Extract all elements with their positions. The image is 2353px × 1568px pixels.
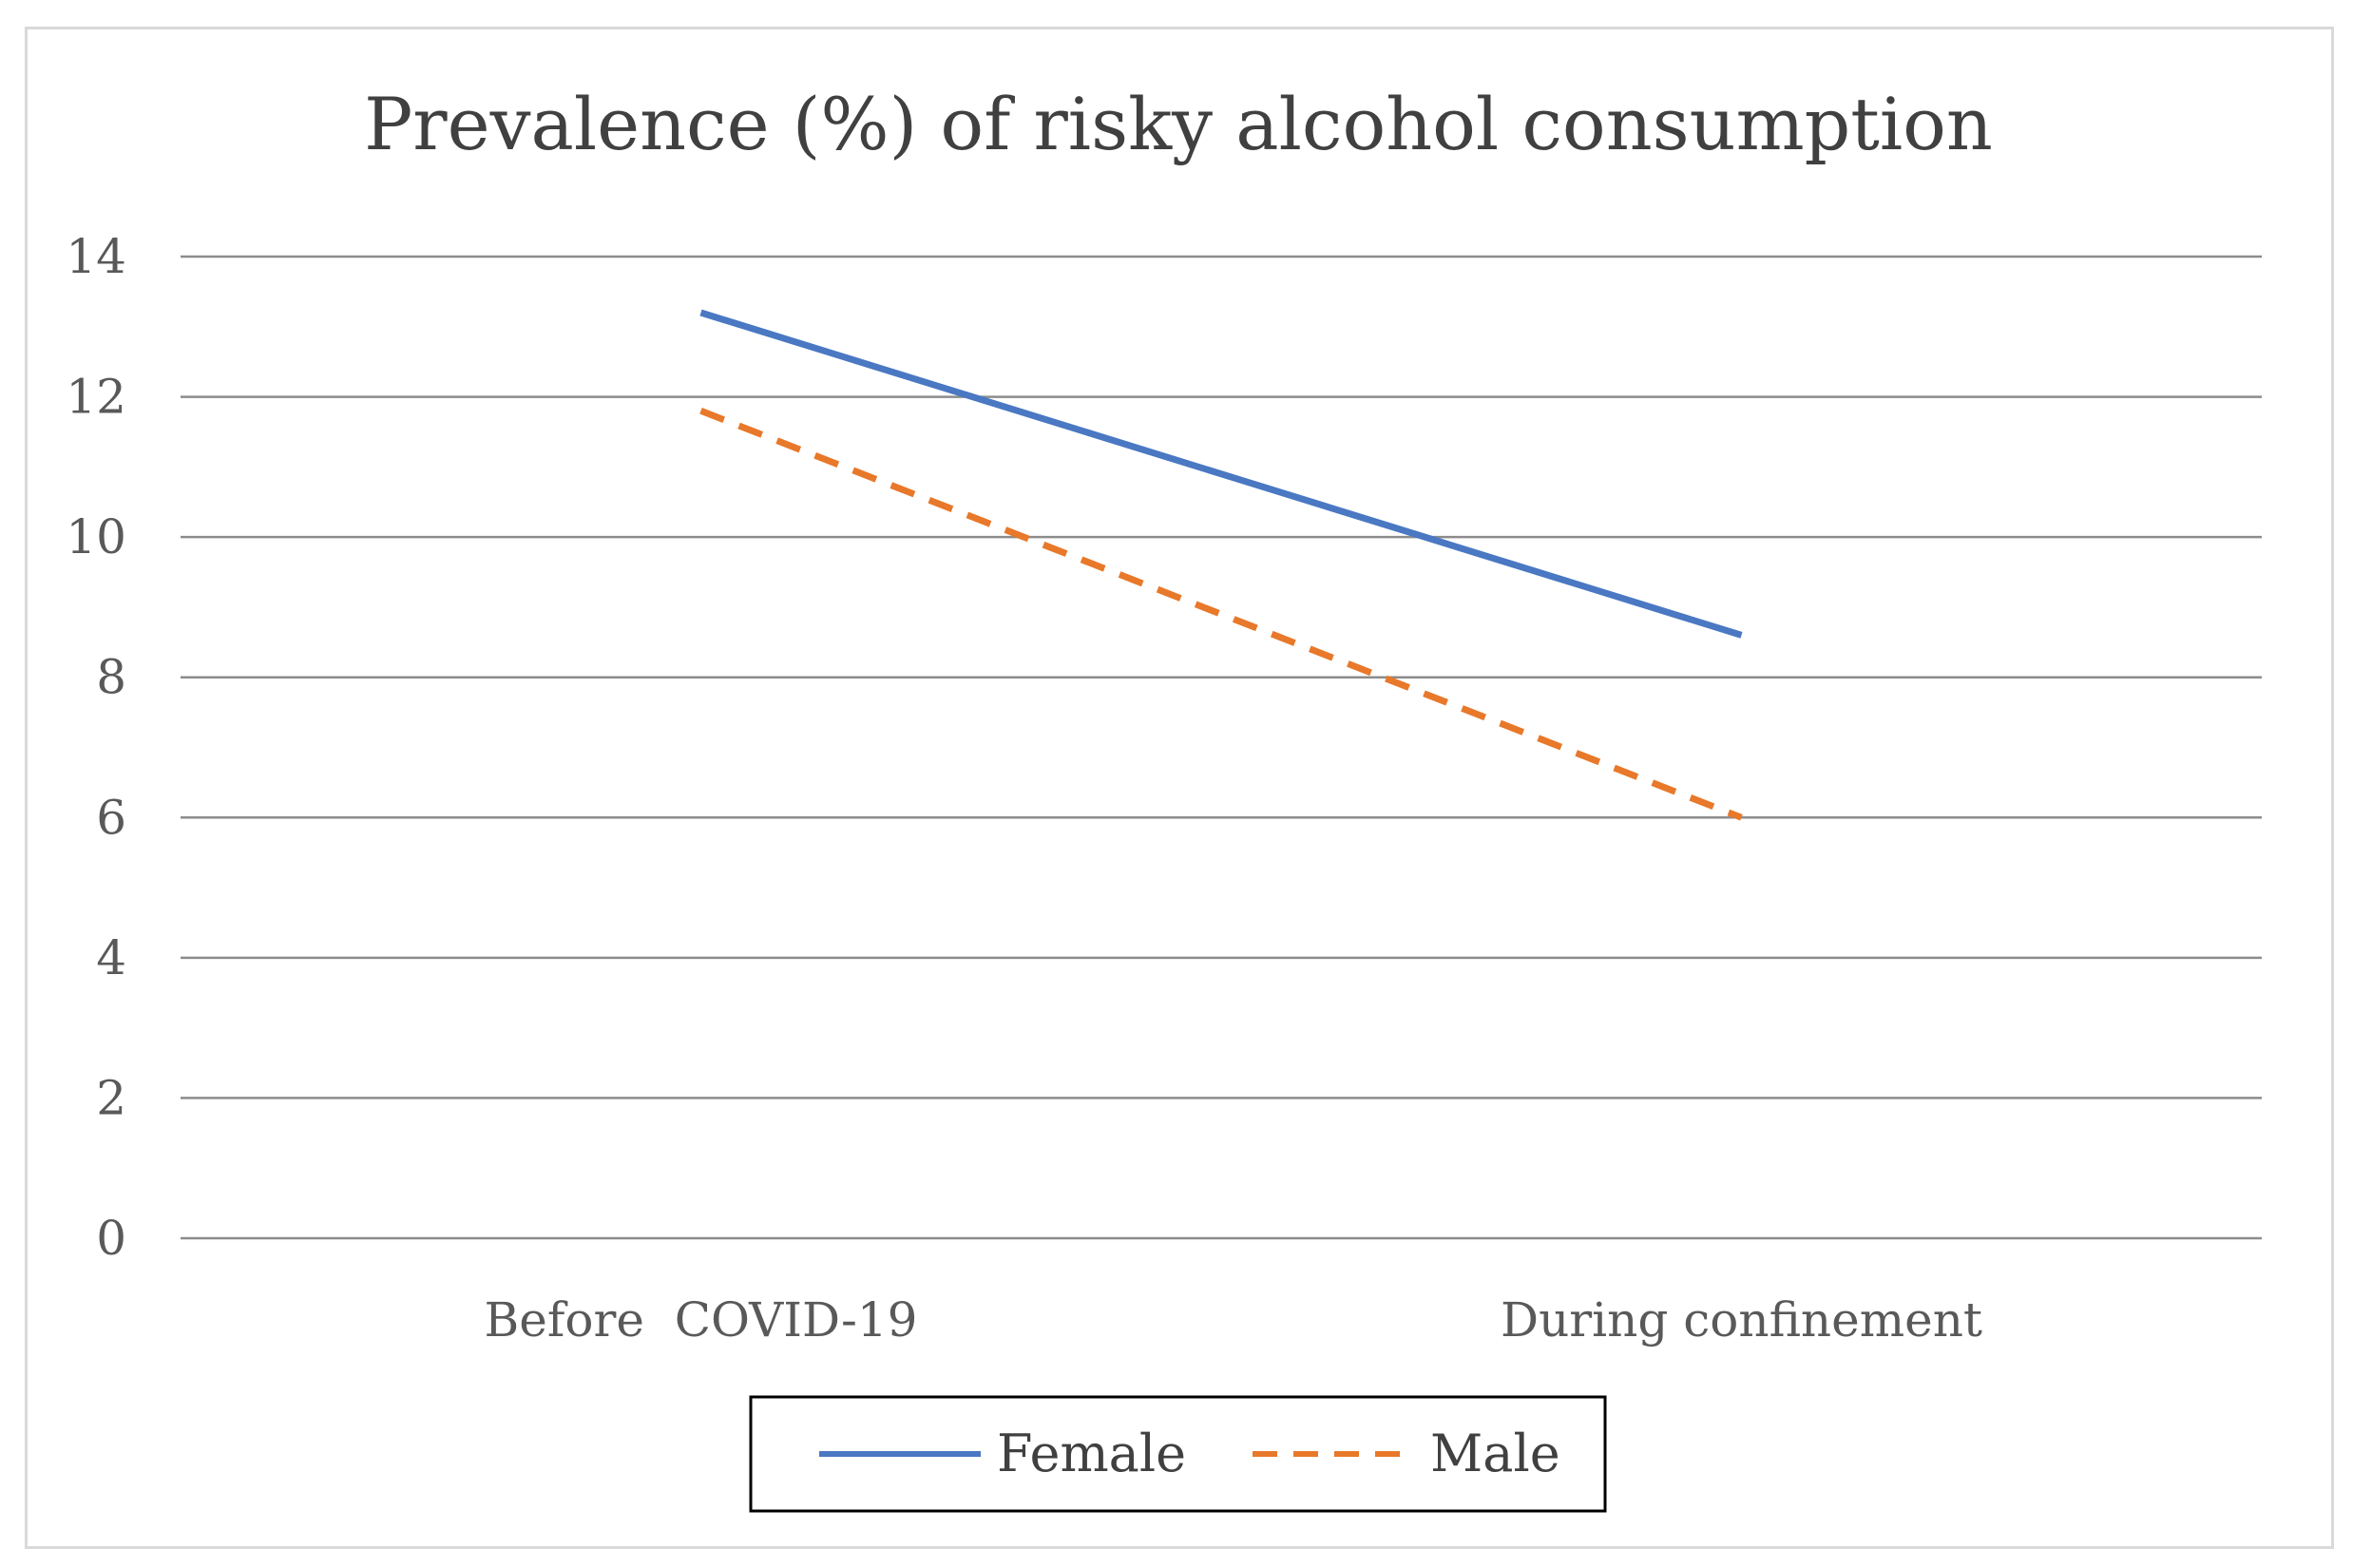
x-axis-ticks: Before COVID-19 During confinement	[485, 1292, 1983, 1348]
y-tick-label-4: 4	[96, 930, 126, 985]
x-tick-label-1: Before COVID-19	[485, 1292, 918, 1348]
y-tick-label-0: 0	[96, 1211, 126, 1266]
legend-box	[749, 1395, 1607, 1513]
legend-label-male: Male	[1430, 1424, 1560, 1483]
gridlines	[181, 255, 2262, 1240]
y-tick-label-2: 2	[96, 1070, 126, 1125]
y-tick-label-8: 8	[96, 650, 126, 705]
y-tick-label-12: 12	[66, 370, 126, 425]
legend-label-female: Female	[997, 1424, 1186, 1483]
series-line-male	[699, 408, 1743, 821]
series-lines	[699, 309, 1743, 821]
series-line-female	[699, 309, 1743, 639]
x-tick-label-2: During confinement	[1501, 1292, 1982, 1348]
legend: Female Male	[749, 1395, 1607, 1513]
y-tick-label-6: 6	[96, 790, 126, 845]
chart-title: Prevalence (%) of risky alcohol consumpt…	[364, 82, 1993, 166]
chart-frame	[25, 27, 2334, 1549]
y-axis-ticks: 0 2 4 6 8 10 12 14	[66, 229, 126, 1266]
y-tick-label-10: 10	[66, 509, 126, 564]
y-tick-label-14: 14	[66, 229, 126, 284]
